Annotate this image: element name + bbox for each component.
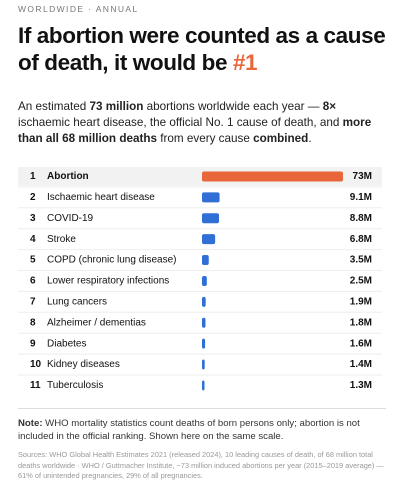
category-label: Alzheimer / dementias: [47, 317, 146, 328]
bar: [202, 192, 220, 203]
value-label: 2.5M: [350, 276, 372, 287]
value-label: 9.1M: [350, 192, 372, 203]
sources: Sources: WHO Global Health Estimates 202…: [18, 450, 384, 480]
rank: 11: [30, 380, 41, 391]
bar: [202, 359, 205, 370]
subtitle-text: 8×: [322, 100, 337, 113]
bar: [202, 296, 206, 307]
category-label: Stroke: [47, 234, 76, 245]
category-label: Abortion: [47, 171, 89, 182]
subtitle-text: An estimated: [18, 100, 90, 113]
subtitle-text: more than all 68 million deaths: [18, 116, 372, 145]
note-text: WHO mortality statistics count deaths of…: [18, 418, 360, 442]
bar: [202, 171, 343, 182]
rank: 5: [30, 255, 36, 266]
rank: 4: [30, 234, 36, 245]
subtitle-text: .: [308, 132, 312, 145]
note: Note: WHO mortality statistics count dea…: [18, 408, 386, 443]
value-label: 1.3M: [350, 380, 372, 391]
value-label: 3.5M: [350, 255, 372, 266]
rank: 8: [30, 317, 36, 328]
rank: 10: [30, 359, 42, 370]
subtitle-text: ischaemic heart disease, the official No…: [18, 116, 343, 129]
category-label: Ischaemic heart disease: [47, 192, 155, 203]
value-label: 1.6M: [350, 338, 372, 349]
value-label: 1.4M: [350, 359, 372, 370]
bar: [202, 275, 207, 286]
subtitle-text: from every cause: [156, 132, 254, 145]
rank: 3: [30, 213, 36, 224]
bar: [202, 255, 209, 266]
value-label: 6.8M: [350, 234, 372, 245]
rank: 2: [30, 192, 36, 203]
category-label: Lower respiratory infections: [47, 276, 169, 287]
title: If abortion were counted as a cause of d…: [18, 22, 388, 76]
title-text: If abortion were counted as a cause of d…: [18, 23, 386, 75]
value-label: 8.8M: [350, 213, 372, 224]
rank: 9: [30, 338, 36, 349]
bar: [202, 317, 206, 328]
value-label: 73M: [353, 171, 372, 182]
subtitle-text: 73 million: [89, 100, 144, 113]
bar: [202, 234, 216, 245]
value-label: 1.8M: [350, 317, 372, 328]
chart: 1 Abortion 73M 2 Ischaemic heart disease 9.1M…: [18, 167, 382, 391]
rank: 1: [30, 171, 36, 182]
bar: [202, 213, 219, 224]
subtitle-text: abortions worldwide each year —: [143, 100, 323, 113]
category-label: Diabetes: [47, 338, 86, 349]
category-label: Kidney diseases: [47, 359, 120, 370]
bar: [202, 338, 206, 349]
kicker: WORLDWIDE · ANNUAL: [18, 4, 139, 14]
bar: [202, 380, 205, 391]
category-label: Tuberculosis: [47, 380, 103, 391]
rank: 6: [30, 276, 36, 287]
category-label: COVID-19: [47, 213, 94, 224]
category-label: COPD (chronic lung disease): [47, 255, 177, 266]
category-label: Lung cancers: [47, 296, 107, 307]
title-highlight: #1: [232, 50, 258, 75]
subtitle: An estimated 73 million abortions worldw…: [18, 99, 386, 147]
value-label: 1.9M: [350, 296, 372, 307]
rank: 7: [30, 296, 36, 307]
subtitle-text: combined: [253, 132, 309, 145]
note-label: Note:: [18, 418, 43, 429]
